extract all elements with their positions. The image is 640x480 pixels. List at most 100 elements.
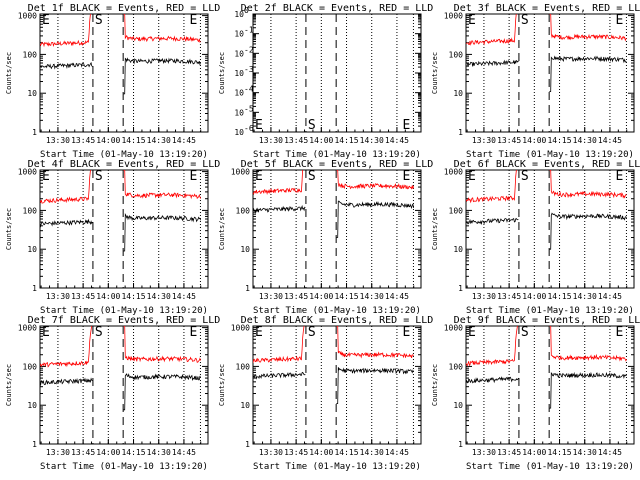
x-axis-label: Start Time (01-May-10 13:19:20) bbox=[40, 306, 208, 316]
x-tick-label: 13:45 bbox=[284, 448, 308, 457]
panel-title: Det 9f BLACK = Events, RED = LLD bbox=[454, 315, 640, 326]
y-axis-label: Counts/sec bbox=[5, 52, 13, 94]
x-tick-label: 14:30 bbox=[573, 136, 597, 145]
x-tick-label: 13:30 bbox=[472, 292, 496, 301]
panel-title: Det 7f BLACK = Events, RED = LLD bbox=[28, 315, 221, 326]
y-tick-label: 10 bbox=[234, 10, 244, 19]
saa-start-marker: E bbox=[255, 169, 263, 184]
x-axis-label: Start Time (01-May-10 13:19:20) bbox=[40, 462, 208, 472]
x-axis-label: Start Time (01-May-10 13:19:20) bbox=[466, 306, 634, 316]
panel-title: Det 8f BLACK = Events, RED = LLD bbox=[241, 315, 434, 326]
saa-end-marker: E bbox=[615, 169, 623, 184]
y-tick-label: 1000 bbox=[444, 12, 463, 21]
y-tick-label: 1000 bbox=[18, 12, 37, 21]
y-tick-label: 1000 bbox=[444, 324, 463, 333]
x-tick-label: 14:30 bbox=[360, 448, 384, 457]
y-tick-label: 1 bbox=[32, 128, 37, 137]
attenuator-marker: S bbox=[521, 325, 529, 340]
plot-frame bbox=[39, 169, 209, 289]
y-tick-label: 10 bbox=[240, 245, 250, 254]
y-tick-label: 10 bbox=[27, 89, 37, 98]
lld-series-line bbox=[466, 170, 627, 204]
saa-end-marker: E bbox=[402, 325, 410, 340]
y-tick-label: 10 bbox=[234, 30, 244, 39]
x-axis-label: Start Time (01-May-10 13:19:20) bbox=[253, 462, 421, 472]
y-tick-label: 10 bbox=[240, 401, 250, 410]
x-tick-label: 13:45 bbox=[497, 448, 521, 457]
x-tick-label: 14:00 bbox=[96, 136, 120, 145]
saa-end-marker: E bbox=[402, 169, 410, 184]
x-tick-label: 14:15 bbox=[121, 292, 145, 301]
x-tick-label: 13:30 bbox=[259, 292, 283, 301]
y-axis-label: Counts/sec bbox=[218, 52, 226, 94]
attenuator-marker: S bbox=[308, 325, 316, 340]
saa-start-marker: E bbox=[468, 325, 476, 340]
y-axis-label: Counts/sec bbox=[431, 52, 439, 94]
y-axis-label: Counts/sec bbox=[218, 208, 226, 250]
y-tick-label: 10 bbox=[234, 108, 244, 117]
x-tick-label: 13:30 bbox=[46, 448, 70, 457]
lld-series-line bbox=[40, 14, 201, 48]
x-tick-label: 14:30 bbox=[147, 448, 171, 457]
x-axis-label: Start Time (01-May-10 13:19:20) bbox=[253, 306, 421, 316]
y-tick-label: 100 bbox=[449, 206, 464, 215]
saa-start-marker: E bbox=[468, 13, 476, 28]
events-series-line bbox=[253, 367, 414, 404]
saa-start-marker: E bbox=[468, 169, 476, 184]
plot-frame bbox=[252, 13, 422, 133]
events-series-line bbox=[253, 200, 414, 238]
saa-end-marker: E bbox=[189, 169, 197, 184]
y-tick-label: 1000 bbox=[231, 168, 250, 177]
plot-frame bbox=[39, 325, 209, 445]
x-axis-label: Start Time (01-May-10 13:19:20) bbox=[466, 150, 634, 160]
panel-det-4f: Det 4f BLACK = Events, RED = LLD Start Ti… bbox=[5, 159, 220, 316]
x-tick-label: 14:15 bbox=[334, 136, 358, 145]
saa-end-marker: E bbox=[189, 325, 197, 340]
y-tick-label: 100 bbox=[236, 362, 251, 371]
y-axis-label: Counts/sec bbox=[431, 364, 439, 406]
y-tick-label: 1 bbox=[32, 440, 37, 449]
x-tick-label: 14:00 bbox=[309, 136, 333, 145]
saa-start-marker: E bbox=[255, 325, 263, 340]
x-tick-label: 13:30 bbox=[46, 292, 70, 301]
panel-title: Det 4f BLACK = Events, RED = LLD bbox=[28, 159, 221, 170]
x-tick-label: 14:45 bbox=[172, 136, 196, 145]
y-tick-label: 1000 bbox=[18, 324, 37, 333]
y-tick-label: 10 bbox=[234, 49, 244, 58]
panel-det-6f: Det 6f BLACK = Events, RED = LLD Start Ti… bbox=[431, 159, 640, 316]
y-tick-label: 10 bbox=[234, 89, 244, 98]
saa-start-marker: E bbox=[255, 118, 263, 133]
saa-end-marker: E bbox=[615, 13, 623, 28]
y-tick-label: 100 bbox=[23, 50, 38, 59]
y-tick-label: 10 bbox=[27, 401, 37, 410]
plot-frame bbox=[465, 13, 635, 133]
saa-end-marker: E bbox=[402, 118, 410, 133]
x-tick-label: 14:45 bbox=[598, 448, 622, 457]
y-axis-label: Counts/sec bbox=[5, 208, 13, 250]
attenuator-marker: S bbox=[95, 325, 103, 340]
plot-frame bbox=[465, 169, 635, 289]
y-axis-label: Counts/sec bbox=[218, 364, 226, 406]
x-tick-label: 13:45 bbox=[497, 292, 521, 301]
attenuator-marker: S bbox=[521, 169, 529, 184]
x-tick-label: 13:30 bbox=[46, 136, 70, 145]
x-axis-label: Start Time (01-May-10 13:19:20) bbox=[253, 150, 421, 160]
y-tick-label: 10 bbox=[27, 245, 37, 254]
lld-series-line bbox=[40, 326, 201, 368]
x-tick-label: 13:30 bbox=[472, 448, 496, 457]
saa-start-marker: E bbox=[42, 13, 50, 28]
attenuator-marker: S bbox=[308, 118, 316, 133]
x-tick-label: 14:45 bbox=[385, 448, 409, 457]
lld-series-line bbox=[466, 326, 627, 367]
panel-title: Det 2f BLACK = Events, RED = LLD bbox=[241, 3, 434, 14]
plot-frame bbox=[465, 325, 635, 445]
x-tick-label: 14:00 bbox=[522, 292, 546, 301]
x-tick-label: 14:30 bbox=[573, 448, 597, 457]
x-tick-label: 14:15 bbox=[121, 448, 145, 457]
x-tick-label: 14:30 bbox=[147, 136, 171, 145]
y-tick-exponent: -5 bbox=[244, 104, 254, 113]
x-tick-label: 14:15 bbox=[547, 448, 571, 457]
x-tick-label: 14:45 bbox=[385, 292, 409, 301]
y-tick-exponent: -2 bbox=[244, 45, 254, 54]
